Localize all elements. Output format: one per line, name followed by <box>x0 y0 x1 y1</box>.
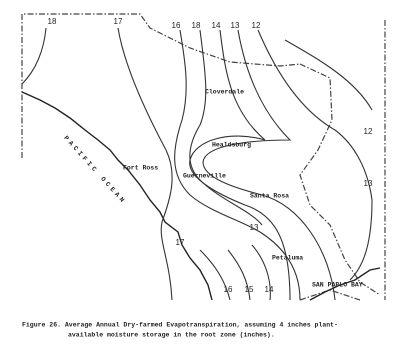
place-name: Santa Rosa <box>250 193 289 200</box>
contour <box>199 244 271 301</box>
contour-label: 14 <box>265 285 274 294</box>
coastline <box>21 91 213 301</box>
place-name: Petaluma <box>272 255 303 262</box>
contour-label: 12 <box>252 21 261 30</box>
contour-label: 16 <box>172 21 181 30</box>
contour-label: 18 <box>48 17 57 26</box>
contour-label: 13 <box>231 21 240 30</box>
contour <box>21 27 47 85</box>
caption-line: Figure 26. Average Annual Dry-farmed Eva… <box>22 322 338 329</box>
place-name: Cloverdale <box>205 89 244 96</box>
place-name: Guerneville <box>183 173 226 180</box>
contour <box>202 29 336 301</box>
contour-label: 14 <box>212 21 221 30</box>
contour <box>189 29 291 301</box>
contour-label: 13 <box>364 179 373 188</box>
contour-label: 15 <box>245 285 254 294</box>
contour-label: 13 <box>250 223 259 232</box>
caption-line: available moisture storage in the root z… <box>68 332 275 339</box>
place-name: Healdsburg <box>212 142 251 149</box>
contour-label: 16 <box>224 285 233 294</box>
contour-label: 17 <box>114 17 123 26</box>
contour-label: 12 <box>364 127 373 136</box>
contour <box>189 29 263 226</box>
county-boundary <box>299 63 381 296</box>
contour <box>284 39 373 111</box>
county-boundary <box>21 13 301 158</box>
place-name: Fort Ross <box>123 165 158 172</box>
bay-shore <box>309 267 381 301</box>
contour <box>174 29 301 301</box>
contour-label: 18 <box>192 21 201 30</box>
place-name: SAN PABLO BAY <box>312 282 363 289</box>
contour-label: 17 <box>176 238 185 247</box>
contour <box>117 27 173 301</box>
contour <box>257 29 373 281</box>
